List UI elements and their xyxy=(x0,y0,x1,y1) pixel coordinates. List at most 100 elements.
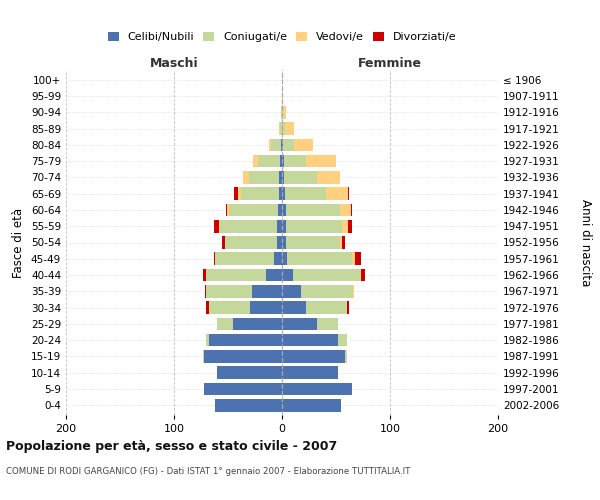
Bar xyxy=(301,285,353,298)
Bar xyxy=(238,188,241,200)
Bar xyxy=(281,106,282,118)
Bar xyxy=(283,106,286,118)
Bar xyxy=(203,350,204,363)
Bar xyxy=(215,399,282,411)
Bar xyxy=(258,155,280,168)
Text: Maschi: Maschi xyxy=(149,57,199,70)
Bar xyxy=(253,155,258,168)
Bar xyxy=(280,155,282,168)
Bar xyxy=(206,334,209,346)
Bar xyxy=(205,285,206,298)
Bar xyxy=(217,318,233,330)
Bar xyxy=(284,155,306,168)
Bar xyxy=(355,252,361,265)
Bar xyxy=(283,138,294,151)
Bar xyxy=(221,236,225,249)
Bar xyxy=(282,268,293,281)
Bar xyxy=(277,220,282,232)
Bar xyxy=(282,138,283,151)
Bar xyxy=(282,252,287,265)
Bar xyxy=(271,138,281,151)
Bar xyxy=(361,268,365,281)
Bar xyxy=(252,285,282,298)
Bar xyxy=(344,350,347,363)
Bar xyxy=(317,171,340,184)
Bar xyxy=(282,204,286,216)
Bar xyxy=(351,204,352,216)
Bar xyxy=(203,268,206,281)
Bar xyxy=(282,236,286,249)
Bar xyxy=(343,236,344,249)
Bar xyxy=(281,138,282,151)
Bar xyxy=(278,204,282,216)
Bar xyxy=(282,188,285,200)
Bar xyxy=(348,220,352,232)
Bar xyxy=(279,122,280,135)
Bar xyxy=(229,204,278,216)
Bar xyxy=(209,334,282,346)
Bar xyxy=(204,382,282,396)
Bar xyxy=(243,171,248,184)
Text: COMUNE DI RODI GARGANICO (FG) - Dati ISTAT 1° gennaio 2007 - Elaborazione TUTTIT: COMUNE DI RODI GARGANICO (FG) - Dati IST… xyxy=(6,468,410,476)
Y-axis label: Anni di nascita: Anni di nascita xyxy=(579,199,592,286)
Bar xyxy=(282,382,352,396)
Bar xyxy=(282,122,285,135)
Bar xyxy=(266,268,282,281)
Bar xyxy=(233,318,282,330)
Bar xyxy=(250,301,282,314)
Bar xyxy=(279,171,282,184)
Bar xyxy=(282,399,341,411)
Bar xyxy=(282,334,338,346)
Bar xyxy=(235,188,238,200)
Bar xyxy=(285,122,294,135)
Bar xyxy=(217,366,282,379)
Bar xyxy=(282,106,283,118)
Y-axis label: Fasce di età: Fasce di età xyxy=(13,208,25,278)
Bar xyxy=(241,188,279,200)
Bar xyxy=(227,204,229,216)
Bar xyxy=(287,252,352,265)
Bar xyxy=(282,285,301,298)
Bar xyxy=(214,220,220,232)
Bar xyxy=(226,204,227,216)
Bar xyxy=(282,90,283,102)
Bar xyxy=(282,318,317,330)
Bar xyxy=(360,268,361,281)
Bar xyxy=(284,171,317,184)
Bar xyxy=(206,301,209,314)
Bar xyxy=(293,268,360,281)
Legend: Celibi/Nubili, Coniugati/e, Vedovi/e, Divorziati/e: Celibi/Nubili, Coniugati/e, Vedovi/e, Di… xyxy=(103,28,461,46)
Bar xyxy=(294,138,313,151)
Bar xyxy=(286,204,340,216)
Bar xyxy=(282,220,286,232)
Bar xyxy=(306,155,336,168)
Bar xyxy=(204,350,282,363)
Bar xyxy=(338,334,347,346)
Bar xyxy=(282,366,338,379)
Text: Popolazione per età, sesso e stato civile - 2007: Popolazione per età, sesso e stato civil… xyxy=(6,440,337,453)
Bar xyxy=(352,252,355,265)
Bar xyxy=(286,220,343,232)
Bar xyxy=(286,236,340,249)
Bar xyxy=(282,350,344,363)
Bar xyxy=(285,188,326,200)
Bar xyxy=(277,236,282,249)
Bar xyxy=(215,252,274,265)
Bar xyxy=(282,301,306,314)
Bar xyxy=(225,236,277,249)
Bar xyxy=(248,171,279,184)
Bar xyxy=(326,188,348,200)
Bar xyxy=(317,318,338,330)
Bar xyxy=(340,236,343,249)
Bar xyxy=(343,220,348,232)
Bar xyxy=(209,301,250,314)
Bar xyxy=(348,188,349,200)
Bar xyxy=(206,285,252,298)
Bar xyxy=(282,155,284,168)
Bar xyxy=(280,122,282,135)
Text: Femmine: Femmine xyxy=(358,57,422,70)
Bar xyxy=(306,301,347,314)
Bar xyxy=(282,171,284,184)
Bar xyxy=(347,301,349,314)
Bar xyxy=(214,252,215,265)
